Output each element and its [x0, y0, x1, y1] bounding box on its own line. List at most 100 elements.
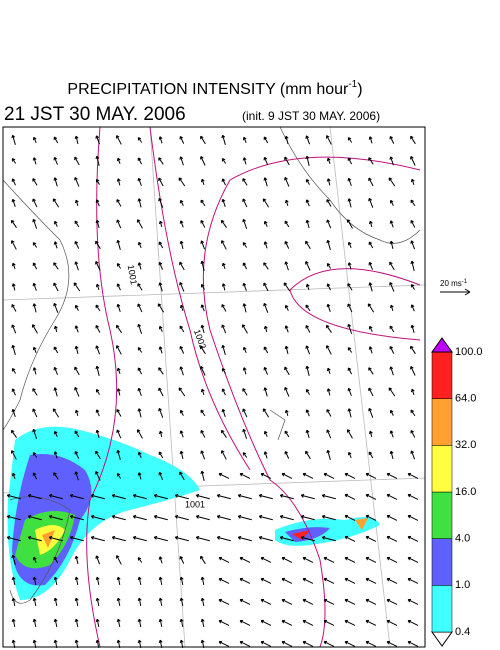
- wind-arrow: [132, 514, 147, 521]
- wind-arrow: [179, 345, 185, 354]
- wind-arrow: [284, 199, 289, 207]
- wind-arrow: [32, 556, 37, 563]
- wind-arrow: [195, 535, 210, 542]
- wind-arrow: [216, 493, 231, 500]
- wind-arrow: [90, 493, 105, 500]
- wind-arrow: [221, 262, 226, 269]
- wind-arrow: [221, 324, 227, 334]
- wind-arrow: [53, 387, 58, 397]
- wind-arrow: [53, 618, 58, 628]
- wind-arrow: [10, 219, 17, 228]
- wind-arrow: [10, 429, 17, 438]
- wind-arrow: [95, 325, 101, 333]
- wind-arrow: [242, 388, 248, 396]
- wind-arrow: [365, 535, 377, 542]
- wind-arrow: [137, 367, 143, 375]
- wind-arrow: [53, 241, 58, 249]
- colorbar-segment: [431, 585, 453, 633]
- wind-arrow: [389, 430, 394, 438]
- wind-arrow: [195, 493, 210, 500]
- wind-arrow: [32, 452, 38, 458]
- wind-arrow: [410, 220, 416, 228]
- wind-arrow: [368, 325, 373, 332]
- wind-arrow: [242, 178, 248, 186]
- wind-arrow: [95, 365, 100, 376]
- wind-arrow: [95, 261, 101, 271]
- wind-arrow: [326, 135, 332, 145]
- wind-arrow: [368, 407, 374, 418]
- wind-arrow: [116, 157, 121, 164]
- wind-arrow: [179, 618, 184, 628]
- wind-arrow: [263, 241, 268, 249]
- wind-arrow: [220, 429, 227, 438]
- wind-arrow: [260, 472, 272, 479]
- wind-arrow: [32, 198, 38, 208]
- wind-arrow: [158, 282, 163, 292]
- wind-arrow: [365, 619, 377, 626]
- wind-arrow: [221, 388, 226, 396]
- wind-arrow: [221, 198, 226, 207]
- wind-arrow: [263, 366, 269, 375]
- wind-arrow: [386, 472, 398, 479]
- wind-arrow: [284, 156, 290, 166]
- wind-arrow: [158, 261, 164, 270]
- wind-arrow: [53, 282, 59, 292]
- wind-arrow: [95, 429, 100, 438]
- wind-arrow: [284, 386, 290, 397]
- wind-arrow: [242, 218, 248, 229]
- wind-arrow: [11, 472, 16, 479]
- wind-arrow: [137, 576, 142, 586]
- colorbar-label: 1.0: [455, 579, 470, 591]
- wind-arrow: [410, 324, 415, 333]
- wind-arrow: [11, 408, 16, 417]
- wind-arrow: [221, 283, 226, 291]
- wind-arrow: [48, 535, 63, 542]
- wind-arrow: [407, 577, 419, 584]
- wind-arrow: [95, 450, 101, 460]
- wind-arrow: [305, 240, 311, 250]
- wind-arrow: [200, 366, 206, 376]
- wind-arrow: [153, 493, 168, 500]
- wind-arrow: [323, 472, 335, 479]
- wind-arrow: [386, 598, 398, 605]
- wind-arrow: [179, 366, 184, 376]
- wind-arrow: [32, 282, 37, 291]
- wind-arrow: [221, 240, 227, 250]
- wind-arrow: [283, 282, 291, 292]
- wind-arrow: [95, 135, 101, 145]
- wind-arrow: [302, 598, 314, 605]
- colorbar-segment: [431, 445, 453, 493]
- wind-arrow: [32, 428, 38, 439]
- wind-arrow: [74, 345, 79, 355]
- wind-arrow: [284, 176, 290, 187]
- wind-arrow: [410, 156, 416, 166]
- wind-arrow: [218, 577, 230, 584]
- wind-arrow: [368, 346, 373, 354]
- wind-arrow: [74, 555, 79, 565]
- wind-arrow: [389, 325, 395, 333]
- wind-arrow: [367, 303, 375, 313]
- wind-arrow: [116, 409, 122, 417]
- wind-arrow: [262, 198, 270, 208]
- wind-arrow: [137, 347, 143, 353]
- map: 1001 1002 1001: [2, 126, 426, 649]
- wind-arrow: [368, 451, 374, 459]
- wind-arrow: [95, 219, 100, 228]
- wind-arrow: [69, 535, 84, 542]
- wind-arrow: [174, 493, 189, 500]
- wind-arrow: [284, 135, 289, 145]
- wind-arrow: [368, 430, 373, 438]
- wind-arrow: [368, 387, 374, 397]
- wind-arrow: [347, 177, 352, 186]
- wind-arrow: [368, 261, 374, 270]
- wind-arrow: [302, 640, 314, 647]
- wind-arrow: [326, 449, 331, 460]
- wind-arrow: [90, 514, 105, 521]
- wind-arrow: [321, 535, 336, 542]
- wind-arrow: [179, 576, 184, 586]
- wind-arrow: [323, 556, 335, 563]
- wind-arrow: [158, 471, 164, 480]
- wind-arrow: [305, 261, 311, 271]
- wind-arrow: [53, 302, 59, 313]
- colorbar-segment: [431, 491, 453, 539]
